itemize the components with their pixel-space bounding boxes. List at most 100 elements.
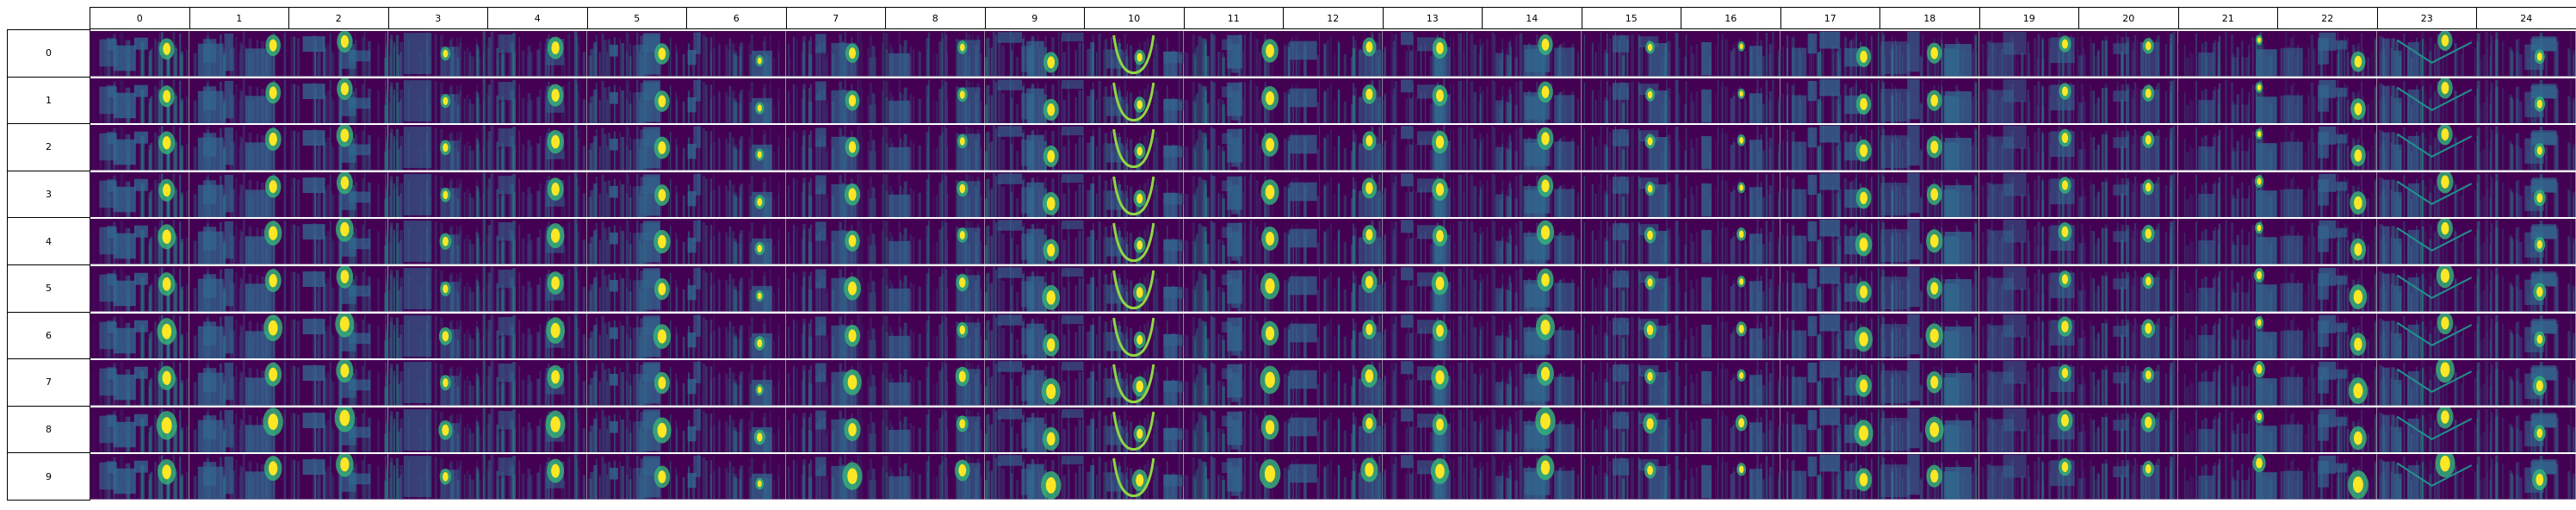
heatmap-thumbnail <box>2078 360 2178 406</box>
heatmap-thumbnail <box>2078 266 2178 312</box>
heatmap-thumbnail <box>1681 171 1780 218</box>
heatmap-thumbnail <box>189 360 289 406</box>
heatmap-thumbnail <box>487 266 587 312</box>
heatmap-thumbnail <box>686 31 786 77</box>
heatmap-thumbnail <box>1183 125 1284 171</box>
heatmap-thumbnail <box>1581 266 1681 312</box>
heatmap-thumbnail <box>487 313 587 359</box>
heatmap-thumbnail <box>1283 171 1383 218</box>
heatmap-thumbnail <box>2277 266 2377 312</box>
heatmap-thumbnail <box>2376 407 2476 453</box>
heatmap-thumbnail <box>2376 454 2476 500</box>
heatmap-thumbnail <box>1084 266 1184 312</box>
heatmap-thumbnail <box>1283 313 1383 359</box>
heatmap-thumbnail <box>586 454 687 500</box>
heatmap-thumbnail <box>885 454 985 500</box>
row-header: 0 <box>7 29 90 78</box>
heatmap-thumbnail <box>1382 78 1482 124</box>
row-header: 9 <box>7 452 90 501</box>
heatmap-thumbnail <box>1681 360 1780 406</box>
heatmap-thumbnail <box>2476 219 2576 264</box>
heatmap-thumbnail <box>1879 313 1979 359</box>
heatmap-thumbnail <box>1382 219 1482 264</box>
heatmap-thumbnail <box>984 78 1084 124</box>
column-header: 16 <box>1681 7 1781 29</box>
heatmap-thumbnail <box>984 454 1084 500</box>
heatmap-thumbnail <box>1780 313 1879 359</box>
heatmap-thumbnail <box>1978 407 2078 453</box>
heatmap-thumbnail <box>1978 125 2078 171</box>
heatmap-thumbnail <box>288 454 388 500</box>
heatmap-thumbnail <box>1681 31 1780 77</box>
heatmap-thumbnail <box>1183 313 1284 359</box>
heatmap-thumbnail <box>1482 125 1582 171</box>
heatmap-thumbnail <box>1879 219 1979 264</box>
heatmap-thumbnail <box>586 360 687 406</box>
heatmap-thumbnail <box>1780 454 1879 500</box>
heatmap-thumbnail <box>1879 454 1979 500</box>
heatmap-thumbnail <box>1978 266 2078 312</box>
heatmap-thumbnail <box>1581 31 1681 77</box>
heatmap-thumbnail <box>1879 266 1979 312</box>
heatmap-thumbnail <box>2376 125 2476 171</box>
heatmap-thumbnail <box>885 78 985 124</box>
heatmap-thumbnail <box>885 407 985 453</box>
heatmap-thumbnail <box>586 171 687 218</box>
heatmap-thumbnail <box>2277 313 2377 359</box>
heatmap-thumbnail <box>487 360 587 406</box>
heatmap-thumbnail <box>1084 125 1184 171</box>
heatmap-thumbnail <box>1780 31 1879 77</box>
heatmap-thumbnail <box>1084 31 1184 77</box>
heatmap-thumbnail <box>487 219 587 264</box>
heatmap-thumbnail <box>2476 454 2576 500</box>
heatmap-thumbnail <box>785 454 885 500</box>
heatmap-thumbnail <box>984 125 1084 171</box>
heatmap-thumbnail <box>1581 407 1681 453</box>
column-header: 10 <box>1084 7 1185 29</box>
heatmap-thumbnail <box>2476 360 2576 406</box>
heatmap-thumbnail <box>487 31 587 77</box>
heatmap-thumbnail <box>1681 78 1780 124</box>
column-header: 17 <box>1780 7 1880 29</box>
heatmap-thumbnail <box>586 31 687 77</box>
heatmap-thumbnail <box>1382 31 1482 77</box>
heatmap-thumbnail <box>90 313 189 359</box>
heatmap-thumbnail <box>1382 266 1482 312</box>
heatmap-thumbnail <box>2376 266 2476 312</box>
heatmap-thumbnail <box>785 31 885 77</box>
column-header: 2 <box>288 7 389 29</box>
heatmap-thumbnail <box>1780 266 1879 312</box>
heatmap-thumbnail <box>189 266 289 312</box>
heatmap-thumbnail <box>1382 313 1482 359</box>
heatmap-thumbnail <box>586 125 687 171</box>
heatmap-thumbnail <box>1780 171 1879 218</box>
heatmap-thumbnail <box>1283 78 1383 124</box>
heatmap-thumbnail <box>1183 407 1284 453</box>
heatmap-thumbnail <box>2277 31 2377 77</box>
heatmap-thumbnail <box>1978 313 2078 359</box>
heatmap-thumbnail <box>2177 313 2277 359</box>
heatmap-thumbnail <box>1879 125 1979 171</box>
column-header: 20 <box>2078 7 2179 29</box>
heatmap-thumbnail <box>686 360 786 406</box>
heatmap-thumbnail <box>1183 360 1284 406</box>
heatmap-thumbnail <box>1084 219 1184 264</box>
heatmap-thumbnail <box>387 31 487 77</box>
heatmap-thumbnail <box>1084 171 1184 218</box>
heatmap-thumbnail <box>686 171 786 218</box>
heatmap-thumbnail <box>2277 125 2377 171</box>
heatmap-thumbnail <box>1581 125 1681 171</box>
heatmap-thumbnail <box>1482 360 1582 406</box>
heatmap-thumbnail <box>2476 407 2576 453</box>
column-header: 12 <box>1283 7 1384 29</box>
heatmap-thumbnail <box>288 360 388 406</box>
heatmap-thumbnail <box>387 407 487 453</box>
column-header: 23 <box>2376 7 2477 29</box>
column-header: 11 <box>1183 7 1284 29</box>
column-header: 5 <box>586 7 687 29</box>
column-header: 4 <box>487 7 588 29</box>
heatmap-thumbnail <box>2177 31 2277 77</box>
heatmap-thumbnail <box>1978 171 2078 218</box>
heatmap-thumbnail <box>1681 454 1780 500</box>
heatmap-thumbnail <box>387 125 487 171</box>
